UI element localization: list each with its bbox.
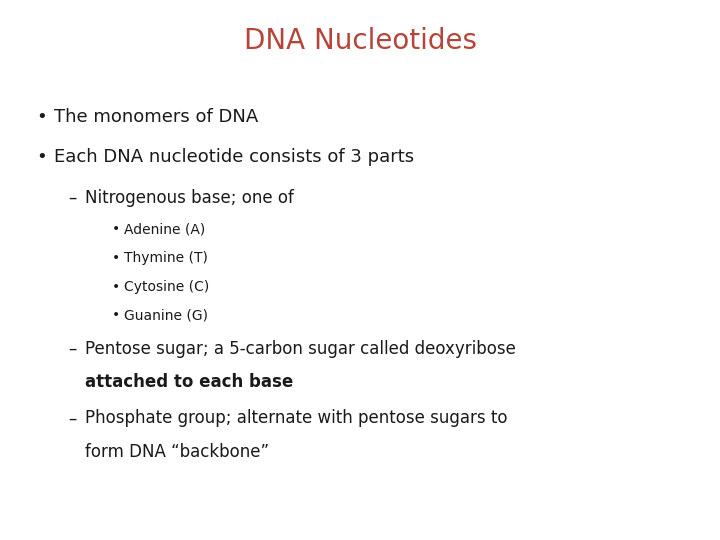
Text: Each DNA nucleotide consists of 3 parts: Each DNA nucleotide consists of 3 parts — [54, 148, 414, 166]
Text: •: • — [36, 108, 47, 126]
Text: Pentose sugar; a 5-carbon sugar called deoxyribose: Pentose sugar; a 5-carbon sugar called d… — [85, 340, 516, 357]
Text: •: • — [36, 148, 47, 166]
Text: •: • — [112, 222, 120, 237]
Text: attached to each base: attached to each base — [85, 373, 293, 391]
Text: •: • — [112, 308, 120, 322]
Text: –: – — [68, 340, 77, 357]
Text: •: • — [112, 280, 120, 294]
Text: Thymine (T): Thymine (T) — [124, 251, 207, 265]
Text: Adenine (A): Adenine (A) — [124, 222, 205, 237]
Text: form DNA “backbone”: form DNA “backbone” — [85, 443, 269, 461]
Text: The monomers of DNA: The monomers of DNA — [54, 108, 258, 126]
Text: Cytosine (C): Cytosine (C) — [124, 280, 209, 294]
Text: –: – — [68, 409, 77, 427]
Text: DNA Nucleotides: DNA Nucleotides — [243, 27, 477, 55]
Text: Nitrogenous base; one of: Nitrogenous base; one of — [85, 189, 294, 207]
Text: Phosphate group; alternate with pentose sugars to: Phosphate group; alternate with pentose … — [85, 409, 508, 427]
Text: •: • — [112, 251, 120, 265]
Text: –: – — [68, 189, 77, 207]
Text: Guanine (G): Guanine (G) — [124, 308, 208, 322]
